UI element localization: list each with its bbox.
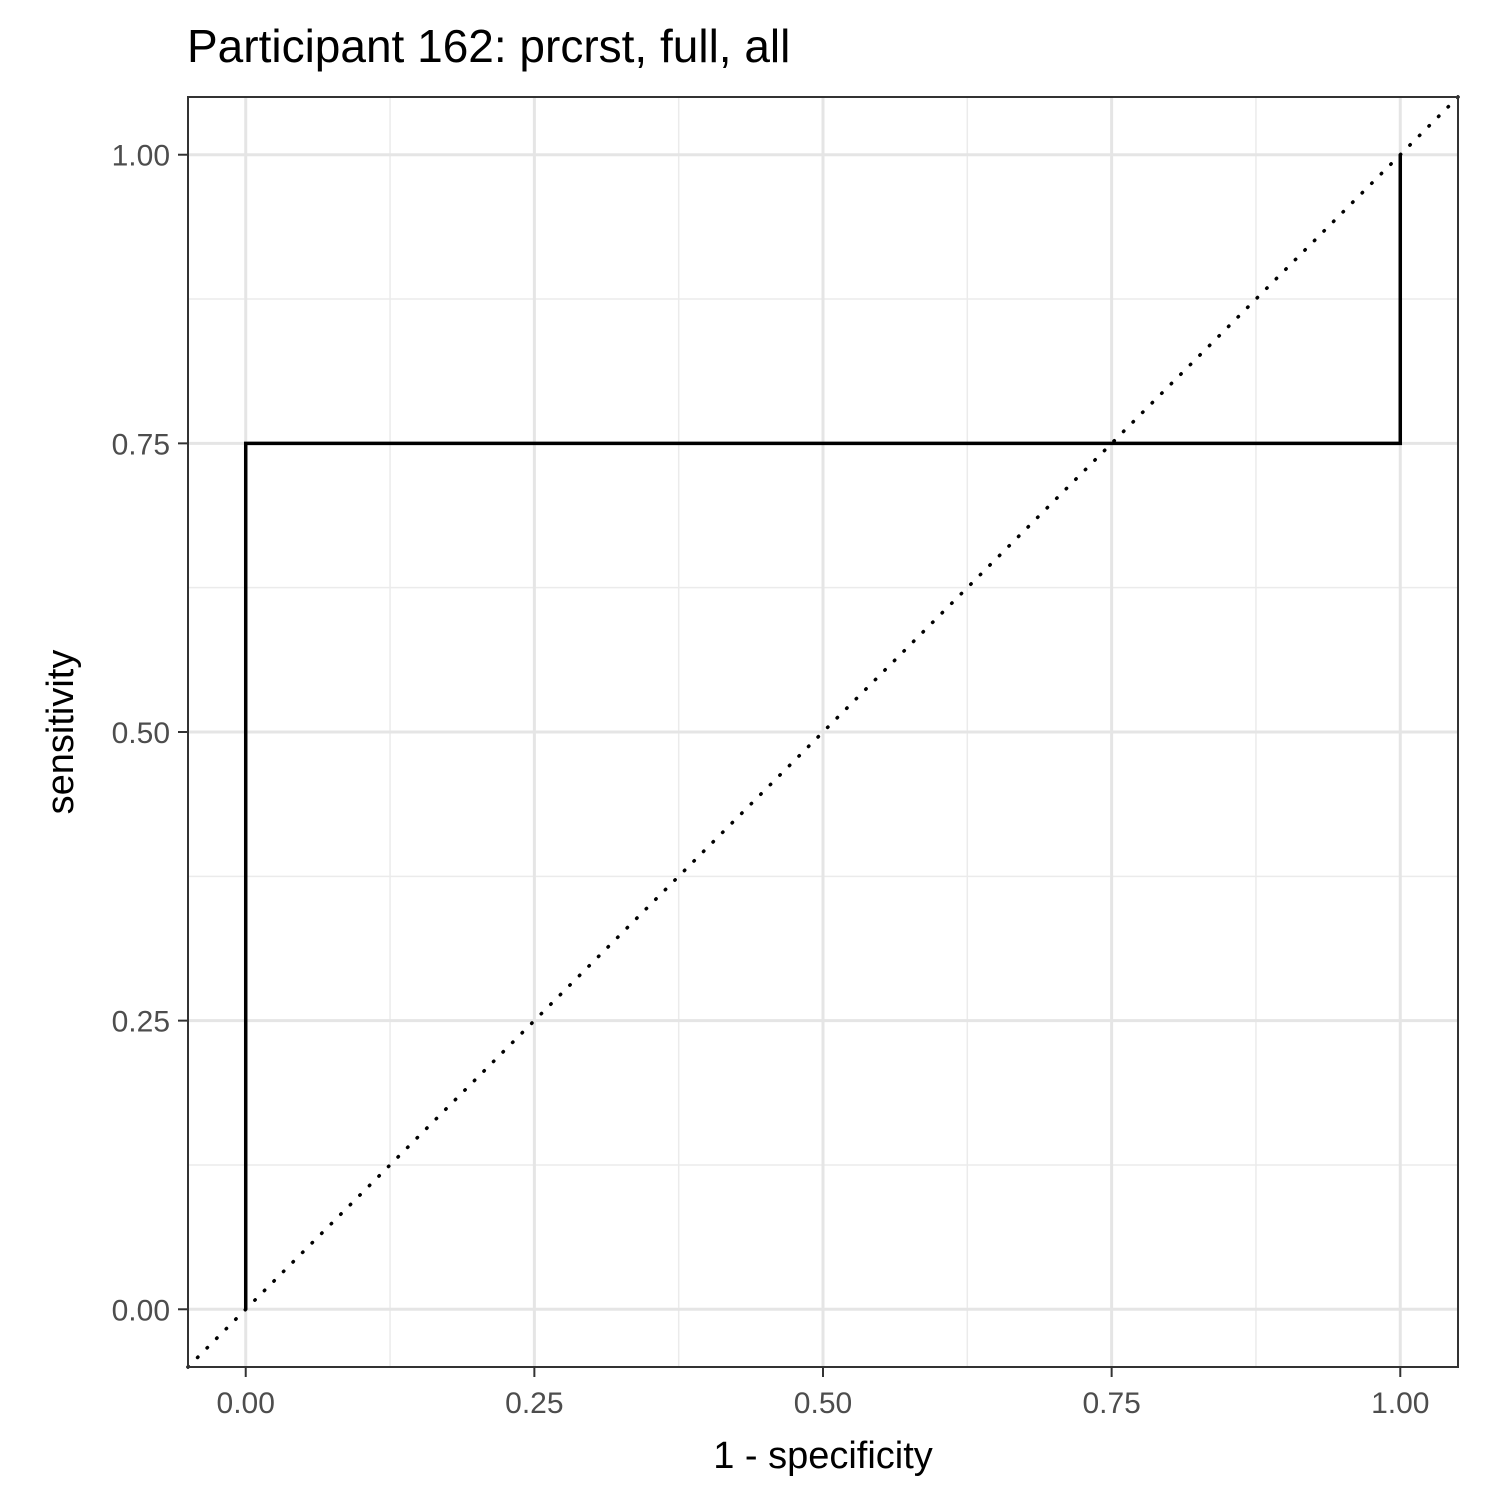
y-tick-label: 1.00	[112, 140, 170, 173]
y-axis-title: sensitivity	[40, 650, 82, 815]
x-tick-label: 0.25	[505, 1387, 563, 1420]
y-tick-label: 0.50	[112, 717, 170, 750]
y-tick-label: 0.75	[112, 428, 170, 461]
roc-curve	[243, 154, 1403, 1310]
x-tick-label: 0.75	[1082, 1387, 1140, 1420]
chart-title: Participant 162: prcrst, full, all	[187, 20, 790, 72]
x-axis-title: 1 - specificity	[713, 1435, 933, 1477]
x-tick-label: 0.00	[217, 1387, 275, 1420]
x-tick-label: 0.50	[794, 1387, 852, 1420]
x-axis: 0.00 0.25 0.50 0.75 1.00	[217, 1367, 1429, 1420]
y-tick-label: 0.00	[112, 1294, 170, 1327]
series-layer	[243, 154, 1403, 1310]
y-axis: 0.00 0.25 0.50 0.75 1.00	[112, 140, 188, 1327]
x-tick-label: 1.00	[1371, 1387, 1429, 1420]
y-tick-label: 0.25	[112, 1006, 170, 1039]
grid-lines	[188, 97, 1458, 1367]
